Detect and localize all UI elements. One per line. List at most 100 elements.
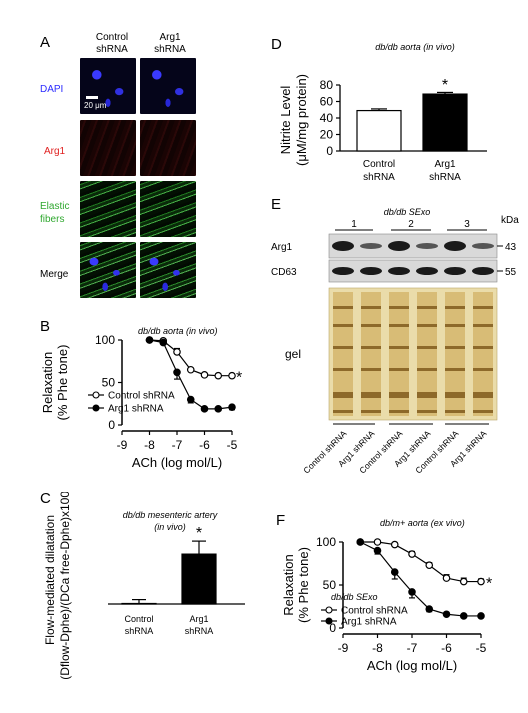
- scale-bar: [86, 96, 98, 99]
- panel-f-label: F: [276, 512, 286, 529]
- gel-lane: [473, 292, 493, 416]
- data-point: [390, 540, 399, 549]
- gel-band: [361, 306, 381, 309]
- legend-label: Control shRNA: [108, 391, 175, 402]
- gel-band: [361, 324, 381, 327]
- data-point: [477, 577, 485, 586]
- gel-band: [445, 410, 465, 413]
- blot-band: [332, 267, 354, 275]
- gel-band: [389, 306, 409, 309]
- gel-lane: [361, 292, 381, 416]
- chart-title: db/db mesenteric artery: [123, 510, 218, 520]
- x-tick-label: -8: [144, 438, 155, 452]
- data-point: [159, 338, 168, 347]
- gel-band: [389, 410, 409, 413]
- category-label: Arg1 shRNA: [185, 614, 214, 636]
- group-label: 1: [351, 219, 357, 230]
- bar: [121, 602, 157, 605]
- panel-a-row-label-arg1: Arg1: [44, 146, 66, 157]
- chart-title: db/db aorta (in vivo): [375, 42, 455, 52]
- data-point: [373, 546, 382, 555]
- panel-a-col-header-arg1: Arg1 shRNA: [154, 32, 186, 55]
- blot-band: [388, 241, 410, 251]
- gel-lane: [333, 292, 353, 416]
- gel-band: [445, 368, 465, 371]
- gel-band: [473, 410, 493, 413]
- chart-c: db/db mesenteric artery (in vivo) Control s…: [43, 492, 245, 680]
- gel-band: [333, 324, 353, 327]
- panel-e-label: E: [271, 196, 282, 213]
- panel-a-col-header-control: Control shRNA: [95, 32, 129, 55]
- group-label: 3: [464, 219, 470, 230]
- x-tick-label: -9: [338, 641, 349, 655]
- panel-b-label: B: [40, 318, 51, 335]
- blot-band: [472, 243, 494, 249]
- gel-band: [389, 324, 409, 327]
- data-point: [214, 405, 223, 413]
- gel-band: [473, 324, 493, 327]
- data-point: [477, 612, 485, 620]
- blot-strip: [328, 259, 498, 283]
- chart-title: db/db aorta (in vivo): [138, 326, 218, 336]
- blot-band: [388, 267, 410, 275]
- y-axis-label: Flow-mediated dilatation(Dflow-Dphe)/(DC…: [43, 492, 72, 680]
- legend-label: Arg1 shRNA: [108, 404, 164, 415]
- x-tick-label: -6: [441, 641, 452, 655]
- blot-strip: [328, 233, 498, 259]
- chart-d: db/db aorta (in vivo) 0 20 40 60 80 Control shR…: [278, 42, 487, 183]
- gel-band: [333, 410, 353, 413]
- gel-band: [473, 346, 493, 349]
- category-label: Control shRNA: [363, 159, 395, 183]
- chart-b: 0 50 100 -9 -8 -7 -6 -5 ACh (log mol/L) Relaxatio…: [40, 326, 242, 470]
- y-axis-label: Nitrite Level(μM/mg protein): [278, 74, 309, 166]
- micrograph-elastic-arg1: [140, 181, 196, 237]
- y-tick-label: 20: [320, 128, 334, 142]
- micrograph-elastic-control: [80, 181, 136, 237]
- kda-label: kDa: [501, 215, 519, 226]
- significance-asterisk: *: [442, 77, 448, 94]
- data-point: [228, 371, 236, 380]
- gel-band: [361, 368, 381, 371]
- data-point: [186, 395, 195, 404]
- x-tick-label: -7: [172, 438, 183, 452]
- gel-band: [473, 306, 493, 309]
- panel-c-label: C: [40, 490, 51, 507]
- gel-band: [333, 346, 353, 349]
- gel-band: [389, 392, 409, 398]
- x-tick-label: -5: [227, 438, 238, 452]
- significance-asterisk: *: [486, 576, 492, 593]
- y-tick-label: 0: [329, 621, 336, 635]
- significance-asterisk: *: [236, 370, 242, 387]
- y-tick-label: 0: [326, 144, 333, 158]
- y-axis-label: Relaxation(% Phe tone): [40, 345, 70, 421]
- gel-band: [445, 346, 465, 349]
- data-point: [228, 403, 236, 411]
- x-tick-label: -5: [476, 641, 487, 655]
- legend-marker: [325, 606, 333, 614]
- gel-band: [417, 324, 437, 327]
- band-kda: 55: [505, 267, 517, 278]
- gel-lane: [389, 292, 409, 416]
- blot-band: [416, 267, 438, 275]
- y-axis-label: Relaxation(% Phe tone): [281, 547, 311, 623]
- panel-a-row-label-elastic: Elastic fibers: [40, 201, 70, 225]
- data-point: [214, 371, 223, 380]
- panel-d-label: D: [271, 36, 282, 53]
- data-point: [425, 561, 434, 570]
- chart-subtitle: (in vivo): [154, 522, 186, 532]
- x-tick-label: -6: [199, 438, 210, 452]
- group-label: 2: [408, 219, 414, 230]
- data-point: [442, 574, 451, 582]
- data-point: [459, 612, 468, 620]
- data-point: [145, 336, 154, 344]
- gel-band: [361, 346, 381, 349]
- bar: [356, 109, 402, 152]
- legend-marker: [92, 391, 100, 399]
- data-point: [390, 568, 399, 576]
- y-tick-label: 0: [108, 418, 115, 432]
- gel-band: [389, 368, 409, 371]
- gel-band: [333, 306, 353, 309]
- micrograph-dapi-control: 20 μm: [80, 58, 136, 114]
- data-point: [442, 610, 451, 619]
- legend-label: Arg1 shRNA: [341, 617, 397, 628]
